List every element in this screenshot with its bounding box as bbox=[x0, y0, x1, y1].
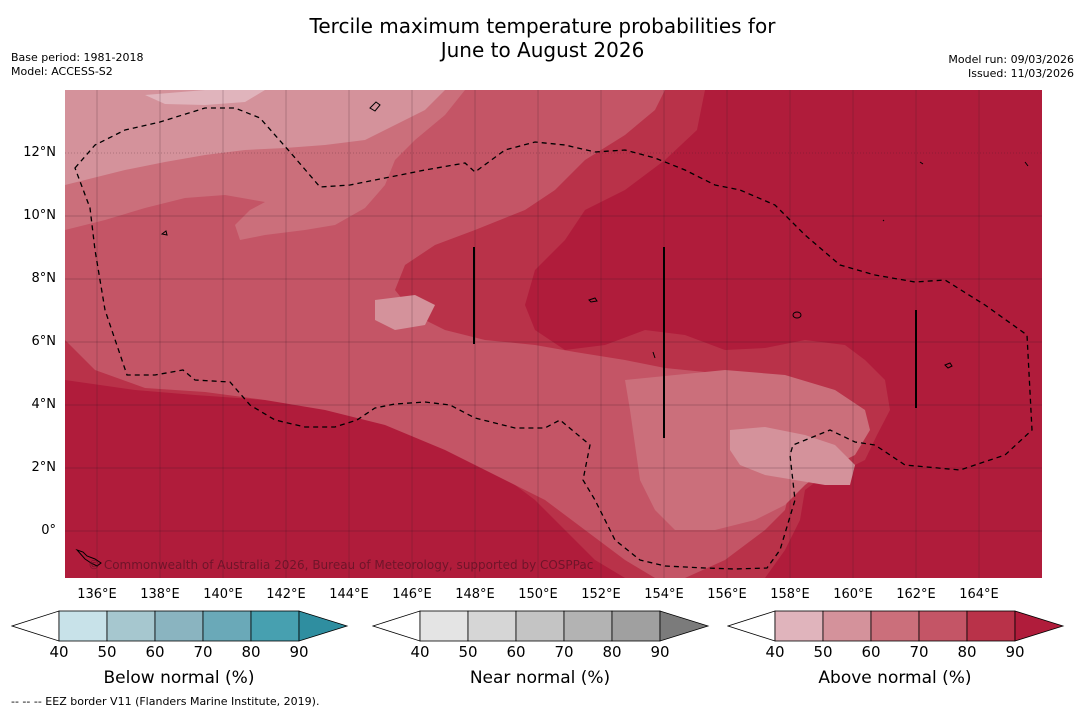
colorbar-2 bbox=[372, 610, 710, 642]
lat-label: 0° bbox=[41, 523, 56, 538]
lat-label: 12°N bbox=[23, 145, 56, 160]
colorbar-segment bbox=[250, 610, 300, 642]
colorbar-max-arrow bbox=[659, 610, 710, 642]
colorbar-min-arrow bbox=[372, 610, 421, 642]
lon-label: 154°E bbox=[644, 587, 684, 602]
colorbar-segment bbox=[515, 610, 565, 642]
colorbar-segment bbox=[774, 610, 824, 642]
lon-label: 160°E bbox=[833, 587, 873, 602]
coastlines bbox=[75, 101, 1029, 567]
title-line-2: June to August 2026 bbox=[440, 38, 645, 62]
copyright-credit: © Commonwealth of Australia 2026, Bureau… bbox=[88, 558, 594, 572]
colorbar-tick-label: 90 bbox=[289, 643, 309, 661]
colorbar-title: Below normal (%) bbox=[103, 668, 255, 688]
colorbar-segment bbox=[106, 610, 156, 642]
colorbar-title: Near normal (%) bbox=[469, 668, 611, 688]
lon-label: 158°E bbox=[770, 587, 810, 602]
eez-footer-note: -- -- -- EEZ border V11 (Flanders Marine… bbox=[11, 695, 320, 708]
lon-label: 146°E bbox=[392, 587, 432, 602]
lat-label: 4°N bbox=[31, 397, 57, 412]
lon-label: 162°E bbox=[896, 587, 936, 602]
lon-label: 138°E bbox=[140, 587, 180, 602]
title-line-1: Tercile maximum temperature probabilitie… bbox=[309, 14, 776, 38]
colorbar-tick-label: 70 bbox=[554, 643, 574, 661]
lat-label: 10°N bbox=[23, 208, 56, 223]
island-e bbox=[944, 362, 953, 369]
colorbar-segment bbox=[966, 610, 1016, 642]
lon-label: 156°E bbox=[707, 587, 747, 602]
colorbar-1 bbox=[11, 610, 349, 642]
lon-label: 136°E bbox=[77, 587, 117, 602]
colorbar-tick-label: 50 bbox=[458, 643, 478, 661]
colorbar-segment bbox=[419, 610, 469, 642]
lat-label: 8°N bbox=[31, 271, 57, 286]
colorbar-tick-label: 80 bbox=[602, 643, 622, 661]
colorbar-tick-label: 70 bbox=[193, 643, 213, 661]
meta-left: Base period: 1981-2018 Model: ACCESS-S2 bbox=[11, 51, 143, 79]
island-d bbox=[792, 311, 802, 319]
colorbar-segment bbox=[467, 610, 517, 642]
colorbar-tick-label: 60 bbox=[145, 643, 165, 661]
colorbar-min-arrow bbox=[11, 610, 60, 642]
colorbar-tick-label: 40 bbox=[49, 643, 69, 661]
issued-date: Issued: 11/03/2026 bbox=[967, 67, 1074, 80]
colorbar-tick-label: 60 bbox=[506, 643, 526, 661]
colorbar-max-arrow bbox=[1014, 610, 1065, 642]
island-f bbox=[75, 548, 102, 567]
lon-label: 164°E bbox=[959, 587, 999, 602]
lon-label: 140°E bbox=[203, 587, 243, 602]
colorbar-tick-label: 60 bbox=[861, 643, 881, 661]
colorbar-tick-label: 40 bbox=[410, 643, 430, 661]
colorbar-tick-label: 90 bbox=[650, 643, 670, 661]
lon-label: 148°E bbox=[455, 587, 495, 602]
colorbar-title: Above normal (%) bbox=[818, 668, 972, 688]
black-markers bbox=[473, 247, 917, 438]
colorbar-segment bbox=[822, 610, 872, 642]
colorbar-segment bbox=[202, 610, 252, 642]
colorbar-tick-label: 70 bbox=[909, 643, 929, 661]
colorbar-3 bbox=[727, 610, 1065, 642]
lon-label: 142°E bbox=[266, 587, 306, 602]
colorbar-segment bbox=[563, 610, 613, 642]
colorbar-tick-label: 40 bbox=[765, 643, 785, 661]
island-a bbox=[369, 101, 381, 112]
colorbar-tick-label: 50 bbox=[97, 643, 117, 661]
eez-border bbox=[74, 107, 1033, 570]
chart-title: Tercile maximum temperature probabilitie… bbox=[0, 14, 1085, 62]
lat-label: 2°N bbox=[31, 460, 57, 475]
colorbar-tick-label: 80 bbox=[241, 643, 261, 661]
colorbar-tick-label: 90 bbox=[1005, 643, 1025, 661]
colorbar-segment bbox=[58, 610, 108, 642]
model-run: Model run: 09/03/2026 bbox=[948, 53, 1074, 66]
colorbar-segment bbox=[611, 610, 661, 642]
lon-label: 150°E bbox=[518, 587, 558, 602]
colorbar-min-arrow bbox=[727, 610, 776, 642]
colorbar-tick-label: 80 bbox=[957, 643, 977, 661]
region-above-40 bbox=[145, 90, 265, 105]
colorbar-segment bbox=[154, 610, 204, 642]
lon-label: 144°E bbox=[329, 587, 369, 602]
base-period: Base period: 1981-2018 bbox=[11, 51, 144, 64]
colorbar-tick-label: 50 bbox=[813, 643, 833, 661]
model-name: Model: ACCESS-S2 bbox=[11, 65, 113, 78]
lat-label: 6°N bbox=[31, 334, 57, 349]
region-above-50 bbox=[65, 90, 855, 485]
probability-map bbox=[65, 90, 1042, 578]
region-above-60 bbox=[65, 90, 870, 530]
colorbar-segment bbox=[918, 610, 968, 642]
colorbar-segment bbox=[870, 610, 920, 642]
lon-label: 152°E bbox=[581, 587, 621, 602]
graticule bbox=[65, 90, 1042, 578]
meta-right: Model run: 09/03/2026 Issued: 11/03/2026 bbox=[948, 53, 1074, 81]
island-b bbox=[160, 230, 168, 236]
island-c bbox=[588, 297, 598, 303]
island-g bbox=[652, 161, 1029, 359]
colorbar-max-arrow bbox=[298, 610, 349, 642]
